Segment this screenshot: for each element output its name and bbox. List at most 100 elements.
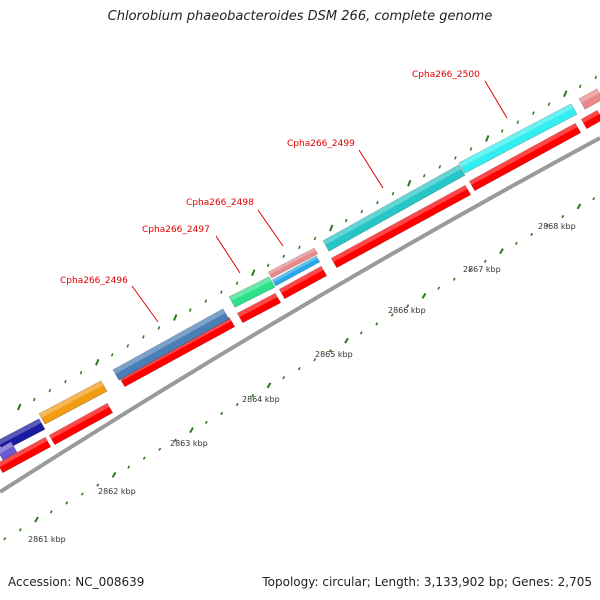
ruler-tick-36 [561,214,565,219]
tick-label-2867: 2867 kbp [463,265,501,274]
outer-tick-23 [376,200,379,205]
gene-label-Cpha266_2500: Cpha266_2500 [412,70,480,80]
gene-g_a2 [0,441,18,461]
ruler-tick-20 [313,358,317,362]
ruler-tick-32 [499,248,504,255]
outer-tick-11 [188,308,192,312]
cds-arrow-6-shine [331,185,468,263]
ruler-tick-2 [34,516,39,523]
outer-tick-7 [126,344,130,348]
cds-arrow-1 [0,436,52,474]
ruler-tick-30 [468,268,472,272]
gene-Cpha266_2499 [322,164,466,252]
ruler-tick-34 [530,232,534,237]
outer-tick-16 [266,263,270,268]
cds-arrow-4-shine [237,293,278,318]
page-title: Chlorobium phaeobacteroides DSM 266, com… [107,9,493,24]
outer-tick-13 [220,290,223,294]
outer-tick-31 [500,129,504,133]
outer-tick-1 [32,397,36,402]
ruler-tick-12 [189,427,194,434]
ruler-tick-24 [375,322,379,326]
ruler-tick-31 [483,259,487,263]
outer-tick-30 [485,135,490,142]
outer-tick-35 [563,90,568,98]
ruler-tick-7 [111,471,117,478]
gene-label-Cpha266_2499: Cpha266_2499 [287,139,355,149]
outer-tick-28 [454,156,457,160]
backbone-highlight [0,133,600,489]
outer-tick-24 [391,191,395,196]
outer-tick-21 [344,218,348,223]
outer-tick-0 [17,403,22,411]
ruler-tick-6 [96,483,100,487]
tick-label-2866: 2866 kbp [388,306,426,315]
ruler-tick-13 [204,420,208,425]
cds-arrow-1-shine [0,437,48,467]
cds-arrow-8 [580,109,600,130]
ruler-tick-22 [344,337,349,344]
tick-label-2863: 2863 kbp [170,439,208,448]
gene-label-Cpha266_2497: Cpha266_2497 [142,225,210,235]
outer-tick-6 [110,353,114,357]
outer-tick-26 [422,174,426,178]
ruler-tick-5 [80,492,84,496]
leader-Cpha266_2497 [215,235,241,274]
ruler-tick-0 [3,537,7,541]
tick-label-2865: 2865 kbp [315,350,353,359]
gene-g_next [578,88,600,110]
ruler-tick-28 [437,286,441,290]
cds-arrow-4 [236,292,282,324]
outer-tick-29 [469,147,473,151]
cds-arrow-8-shine [581,110,600,124]
ruler-tick-14 [220,411,224,416]
gene-Cpha266_2498-shine [268,247,316,275]
cds-arrow-7 [468,122,582,192]
leader-Cpha266_2499 [358,149,384,189]
gene-g_b [38,380,108,425]
leader-Cpha266_2498 [257,209,284,247]
ruler-tick-38 [592,196,596,201]
outer-tick-37 [594,75,598,80]
backbone-line [0,136,600,494]
ruler-tick-23 [359,331,363,335]
ruler-tick-35 [545,223,549,228]
cds-arrow-2-shine [49,403,110,440]
gene-Cpha266_2497-shine [229,276,272,301]
cds-arrow-5 [278,265,328,300]
gene-Cpha266_2498b [271,255,321,287]
outer-tick-27 [438,165,442,169]
cds-arrow-6 [330,184,472,269]
gene-label-Cpha266_2496: Cpha266_2496 [60,276,128,286]
ruler-tick-29 [452,277,456,281]
outer-tick-4 [79,370,83,375]
outer-tick-20 [329,224,334,232]
ruler-tick-16 [251,393,255,398]
gene-Cpha266_2496-shine [113,308,226,374]
ruler-tick-1 [18,528,22,532]
ruler-tick-18 [282,375,286,380]
ruler-tick-27 [421,292,427,299]
ruler-tick-4 [65,501,69,505]
gene-Cpha266_2500 [458,103,578,174]
gene-g_a-shine [0,418,42,445]
outer-tick-19 [313,236,317,241]
ruler-tick-25 [390,313,394,317]
outer-tick-10 [173,314,178,321]
outer-tick-3 [64,379,67,384]
ruler-tick-3 [49,510,53,514]
ruler-tick-33 [514,241,518,246]
outer-tick-9 [157,326,161,330]
cds-arrow-2 [48,402,114,446]
gene-g_a2-shine [0,441,14,454]
gene-g_next-shine [579,88,600,103]
accession-text: Accession: NC_008639 [8,575,145,589]
ruler-tick-37 [576,203,582,210]
gene-Cpha266_2499-shine [323,164,462,245]
gene-Cpha266_2500-shine [459,103,574,167]
ruler-tick-15 [235,402,239,407]
gene-Cpha266_2496 [112,308,230,381]
outer-tick-12 [204,299,208,303]
gene-Cpha266_2498b-shine [272,255,318,283]
